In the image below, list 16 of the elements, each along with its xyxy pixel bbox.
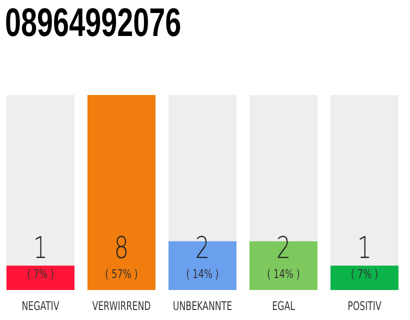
x-tick-label: EGAL xyxy=(272,300,296,314)
chart-title: 08964992076 xyxy=(5,0,182,46)
data-label: 8 xyxy=(114,230,129,266)
x-tick-label: UNBEKANNTE xyxy=(172,300,232,314)
annotation: ( 57% ) xyxy=(105,268,138,282)
annotation: ( 7% ) xyxy=(26,268,54,282)
x-tick-label: NEGATIV xyxy=(22,300,60,314)
data-label: 1 xyxy=(33,230,48,266)
data-label: 2 xyxy=(276,230,291,266)
x-tick-label: VERWIRREND xyxy=(92,300,151,314)
annotation: ( 14% ) xyxy=(186,268,219,282)
data-label: 2 xyxy=(195,230,210,266)
x-tick-label: POSITIV xyxy=(348,300,382,314)
data-label: 1 xyxy=(357,230,372,266)
annotation: ( 7% ) xyxy=(350,268,378,282)
annotation: ( 14% ) xyxy=(267,268,300,282)
